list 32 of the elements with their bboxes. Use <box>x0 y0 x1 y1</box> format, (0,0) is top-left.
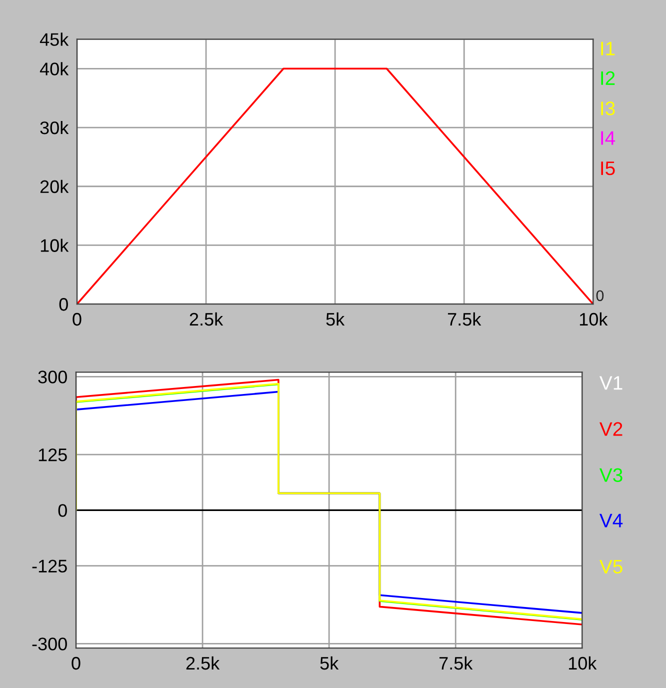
y-tick-label: 45k <box>40 32 69 46</box>
y-tick-label: 0 <box>59 298 68 311</box>
y-tick-label: 30k <box>40 120 69 134</box>
x-tick-label: 2.5k <box>186 656 220 670</box>
legend-label: I2 <box>601 71 615 85</box>
x-tick-label: 10k <box>568 656 597 670</box>
text: V5 <box>599 560 622 574</box>
legend-label: V1 <box>599 376 622 390</box>
y-tick-label: 40k <box>40 62 69 76</box>
x-tick-label: 0 <box>72 312 82 326</box>
x-tick-label: 7.5k <box>448 312 482 326</box>
text: V3 <box>599 468 622 482</box>
text: V2 <box>599 422 622 436</box>
x-tick-label: 5k <box>326 312 345 326</box>
y-tick-label: -125 <box>32 560 67 572</box>
x-tick-label: 5k <box>320 656 339 670</box>
legend-label: I3 <box>601 102 615 116</box>
legend-label: I4 <box>601 131 616 145</box>
y-tick-label: 0 <box>58 504 67 517</box>
legend-label: I1 <box>601 42 615 56</box>
x-tick-label: 0 <box>72 656 80 670</box>
text: I5 <box>601 162 615 176</box>
y-tick-label: 20k <box>40 180 69 194</box>
x-tick-label: 2.5k <box>190 312 224 326</box>
text: 0 <box>596 290 604 302</box>
y-tick-label: 10k <box>40 238 69 252</box>
x-tick-label: 10k <box>580 312 608 326</box>
text: V4 <box>599 514 623 528</box>
y-tick-label: 125 <box>38 448 67 462</box>
y-tick-label: -300 <box>32 638 67 650</box>
y-tick-label: 300 <box>38 370 67 384</box>
x-tick-label: 7.5k <box>439 656 473 670</box>
